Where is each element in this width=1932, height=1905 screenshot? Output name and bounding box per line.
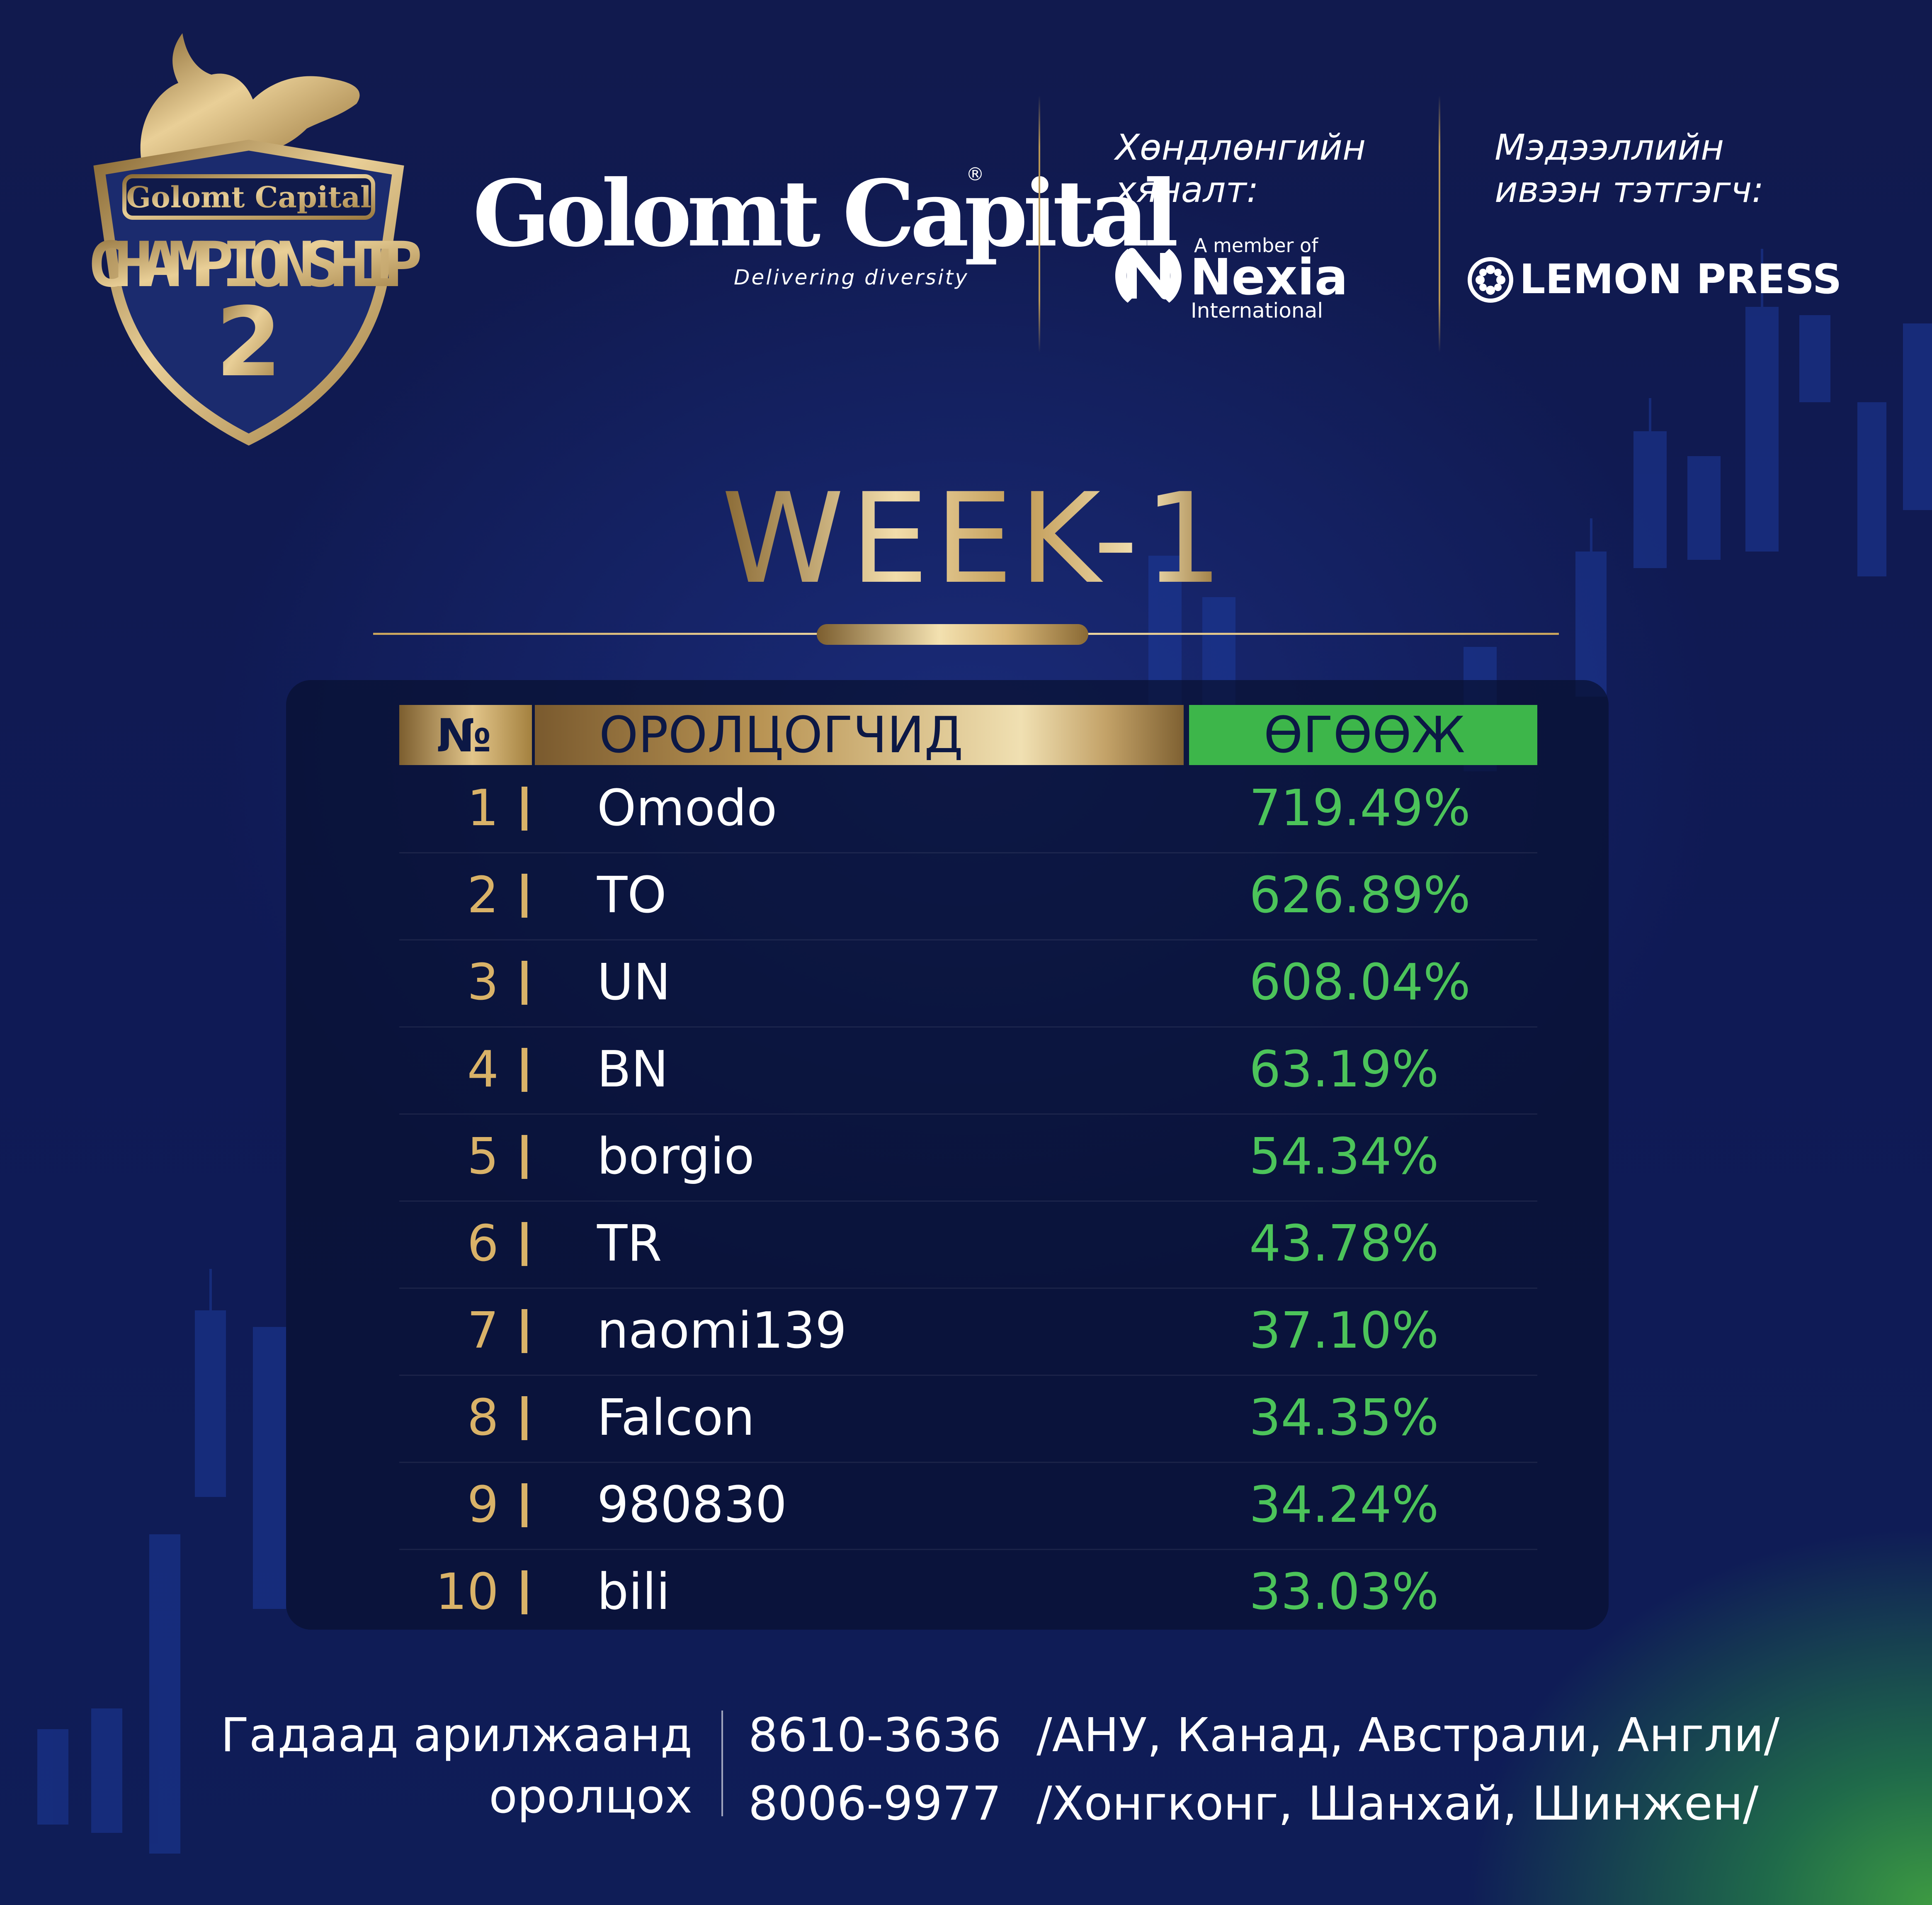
footer-label-line2: оролцох [489,1770,692,1824]
rank-cell: 2 [467,867,499,924]
table-row: 9 980830 34.24% [399,1462,1537,1550]
badge-top-text: Golomt Capital [126,180,371,214]
rank-cell: 10 [435,1563,499,1621]
footer-regions: /Хонгконг, Шанхай, Шинжен/ [1036,1777,1759,1831]
lemon-press-logo-icon [1468,257,1513,303]
return-header-text: ӨГӨӨЖ [1264,707,1465,764]
return-value: 719.49% [1249,780,1471,837]
rank-separator [522,1309,527,1353]
footer-regions: /АНУ, Канад, Австрали, Англи/ [1036,1708,1780,1762]
return-value: 34.24% [1249,1476,1439,1534]
rank-column-header: № [399,705,532,765]
participant-name: UN [597,954,671,1011]
return-column-header: ӨГӨӨЖ [1189,705,1537,765]
table-row: 1 Omodo 719.49% [399,765,1537,853]
participant-name: TR [597,1215,662,1273]
rank-separator [522,1048,527,1092]
table-row: 8 Falcon 34.35% [399,1375,1537,1463]
participant-name: bili [597,1563,670,1621]
rank-cell: 7 [467,1302,499,1360]
week-title: WEEK-19 [721,467,1314,611]
nexia-member-text: A member of [1194,234,1318,257]
rank-separator [522,1222,527,1266]
rank-separator [522,1396,527,1440]
rank-header-text: № [437,709,492,762]
participant-name: naomi139 [597,1302,847,1360]
media-sponsor-label-line2: ивээн тэтгэгч: [1495,169,1764,211]
lemon-press-name: LEMON PRESS [1519,256,1842,303]
championship-badge-logo: Golomt Capital CHAMPIONSHIP 2 [87,33,431,446]
participant-name: Omodo [597,780,777,837]
rank-cell: 3 [467,954,499,1011]
participants-header-text: ОРОЛЦОГЧИД [599,707,964,764]
rank-cell: 5 [467,1128,499,1186]
brand-tagline: Delivering diversity [734,265,969,289]
rank-cell: 1 [467,780,499,837]
table-row: 4 BN 63.19% [399,1026,1537,1115]
nexia-name: Nexia [1190,249,1348,306]
rank-separator [522,787,527,831]
footer-divider [721,1711,723,1816]
audit-sponsor-label-line2: хяналт: [1115,169,1259,211]
rank-cell: 6 [467,1215,499,1273]
rank-separator [522,961,527,1005]
rank-cell: 4 [467,1041,499,1098]
rank-separator [522,1135,527,1179]
return-value: 626.89% [1249,867,1471,924]
rank-cell: 8 [467,1389,499,1447]
rank-separator [522,874,527,918]
table-row: 7 naomi139 37.10% [399,1288,1537,1376]
participant-name: BN [597,1041,669,1098]
leaderboard-panel [286,680,1609,1630]
return-value: 37.10% [1249,1302,1439,1360]
nexia-suffix: International [1191,299,1323,323]
footer-phone: 8006-9977 [748,1777,1002,1831]
table-row: 6 TR 43.78% [399,1200,1537,1289]
audit-sponsor-label-line1: Хөндлөнгийн [1115,127,1366,168]
title-rule-ornament [817,624,1088,645]
participant-name: 980830 [597,1476,787,1534]
brand-wordmark: Golomt Capital [473,160,1179,267]
table-row: 5 borgio 54.34% [399,1113,1537,1202]
participants-column-header: ОРОЛЦОГЧИД [535,705,1184,765]
participant-name: borgio [597,1128,755,1186]
return-value: 33.03% [1249,1563,1439,1621]
table-row: 3 UN 608.04% [399,939,1537,1028]
table-row: 10 bili 33.03% [399,1549,1537,1636]
return-value: 54.34% [1249,1128,1439,1186]
header-divider [1439,95,1440,352]
return-value: 63.19% [1249,1041,1439,1098]
registered-mark: ® [966,164,984,185]
badge-main-text: CHAMPIONSHIP [87,229,420,301]
return-value: 43.78% [1249,1215,1439,1273]
rank-cell: 9 [467,1476,499,1534]
rank-separator [522,1570,527,1614]
return-value: 608.04% [1249,954,1471,1011]
table-row: 2 TO 626.89% [399,852,1537,940]
participant-name: TO [597,867,667,924]
footer-phone: 8610-3636 [748,1708,1002,1762]
nexia-logo-icon [1115,248,1182,303]
return-value: 34.35% [1249,1389,1439,1447]
participant-name: Falcon [597,1389,755,1447]
header-divider [1039,95,1040,352]
badge-number: 2 [216,287,282,398]
footer-label-line1: Гадаад арилжаанд [221,1708,692,1762]
rank-separator [522,1483,527,1527]
media-sponsor-label-line1: Мэдээллийн [1495,127,1724,168]
